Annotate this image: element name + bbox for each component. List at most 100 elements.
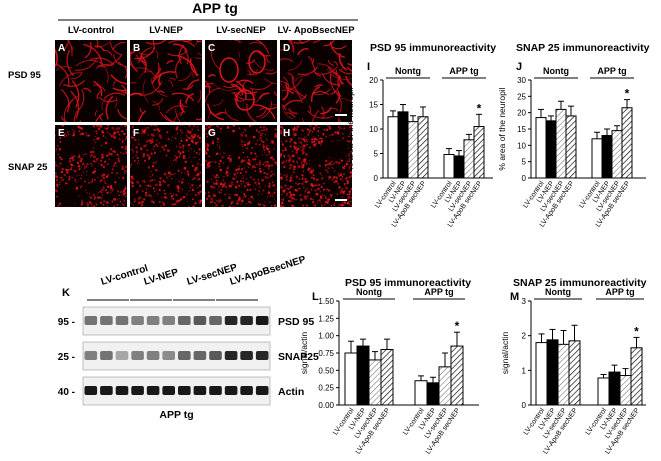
blot-lane-group-label: LV-ApoBsecNEP bbox=[229, 254, 308, 288]
y-tick-label: 3 bbox=[522, 297, 527, 306]
bar bbox=[545, 120, 557, 179]
blot-band bbox=[255, 386, 269, 395]
y-tick-label: 0 bbox=[522, 174, 527, 183]
bar bbox=[597, 377, 610, 406]
y-axis-label: % area of the neuropil bbox=[497, 87, 507, 170]
mw-marker: 95 - bbox=[58, 317, 75, 328]
blot-band bbox=[84, 386, 98, 395]
blot-strip bbox=[82, 306, 271, 336]
blot-band bbox=[240, 316, 253, 325]
blot-band bbox=[162, 386, 175, 395]
bar bbox=[535, 342, 548, 406]
chart-L: PSD 95 immunoreactivity L 0.00 0.25 0.50 0.75… bbox=[299, 277, 479, 456]
blot-band bbox=[178, 316, 191, 325]
blot-band bbox=[193, 386, 207, 395]
bar bbox=[397, 111, 409, 179]
blot-band bbox=[224, 316, 238, 325]
panel-letter: E bbox=[58, 128, 65, 139]
blot-band bbox=[84, 316, 98, 325]
blot-band bbox=[162, 316, 175, 325]
blot-band bbox=[146, 316, 160, 325]
panel-letter: I bbox=[367, 61, 370, 73]
blot-band-label: SNAP25 bbox=[278, 351, 319, 363]
bar bbox=[557, 343, 570, 406]
blot-band bbox=[146, 386, 160, 395]
y-tick-label: 0.50 bbox=[318, 366, 334, 375]
y-tick-label: 5 bbox=[374, 150, 379, 159]
panel-letter: G bbox=[208, 128, 216, 139]
column-label: LV-secNEP bbox=[216, 25, 266, 36]
panel-letter: B bbox=[133, 43, 140, 54]
blot-band bbox=[193, 351, 207, 360]
blot-band bbox=[131, 316, 144, 325]
bar bbox=[555, 108, 567, 179]
blot-band bbox=[131, 351, 144, 360]
group-label: Nontg bbox=[545, 287, 571, 297]
blot-band bbox=[100, 316, 113, 325]
column-label: LV-control bbox=[68, 25, 114, 36]
bar bbox=[344, 352, 358, 406]
y-tick-label: 15 bbox=[369, 101, 378, 110]
y-tick-label: 0.75 bbox=[318, 349, 334, 358]
y-tick-label: 0.25 bbox=[318, 384, 334, 393]
blot-band bbox=[224, 386, 238, 395]
bar bbox=[438, 366, 452, 406]
blot-band bbox=[100, 386, 113, 395]
bar bbox=[535, 117, 547, 179]
panel-letter: F bbox=[133, 128, 139, 139]
panel-letter: J bbox=[516, 61, 522, 73]
micrograph-panel: D bbox=[280, 40, 352, 122]
bar bbox=[356, 345, 370, 406]
blot-band bbox=[209, 351, 222, 360]
micrograph-panel: F bbox=[130, 125, 202, 207]
blot-band bbox=[255, 351, 269, 360]
bar bbox=[546, 339, 559, 406]
y-tick-label: 10 bbox=[369, 125, 378, 134]
chart-M: SNAP 25 immunoreactivity M 0 1 2 3 signal/acti… bbox=[500, 277, 647, 456]
y-tick-label: 25 bbox=[517, 92, 526, 101]
bar bbox=[380, 349, 394, 406]
chart-title: PSD 95 immunoreactivity bbox=[370, 42, 496, 54]
panel-letter: D bbox=[283, 43, 290, 54]
micrograph-panel: G bbox=[205, 125, 277, 207]
panel-letter: H bbox=[283, 128, 290, 139]
significance-marker: * bbox=[625, 87, 630, 101]
bar bbox=[450, 345, 464, 406]
column-label: LV- ApoBsecNEP bbox=[277, 25, 355, 36]
bar bbox=[621, 107, 633, 179]
y-tick-label: 2 bbox=[522, 332, 527, 341]
significance-marker: * bbox=[455, 319, 460, 333]
bar bbox=[453, 155, 465, 179]
blot-band bbox=[115, 386, 129, 395]
bar bbox=[368, 359, 382, 406]
bar bbox=[387, 116, 399, 179]
bar bbox=[630, 347, 643, 406]
blot-band bbox=[240, 351, 253, 360]
chart-title: PSD 95 immunoreactivity bbox=[345, 277, 471, 289]
y-axis-label: signal/actin bbox=[299, 331, 309, 374]
blot-band bbox=[224, 351, 238, 360]
y-tick-label: 0.00 bbox=[318, 401, 334, 410]
y-tick-label: 30 bbox=[517, 76, 526, 85]
blot-band bbox=[178, 351, 191, 360]
blot-band-label: PSD 95 bbox=[278, 316, 314, 328]
blot-band bbox=[162, 351, 175, 360]
y-tick-label: 1.25 bbox=[318, 314, 334, 323]
group-label: Nontg bbox=[543, 66, 569, 76]
blot-lane-group-label: LV-control bbox=[100, 263, 150, 288]
y-tick-label: 1.00 bbox=[318, 332, 334, 341]
y-axis-label: % area of the neuropil bbox=[345, 87, 355, 170]
group-label: APP tg bbox=[605, 287, 634, 297]
group-label: Nontg bbox=[395, 66, 421, 76]
bar bbox=[414, 380, 428, 406]
bar bbox=[443, 153, 455, 179]
y-tick-label: 15 bbox=[517, 125, 526, 134]
bar bbox=[601, 135, 613, 179]
bar bbox=[426, 382, 440, 406]
blot-band bbox=[115, 351, 129, 360]
y-tick-label: 5 bbox=[522, 158, 527, 167]
bar bbox=[611, 130, 623, 179]
bar bbox=[619, 375, 632, 406]
bar bbox=[591, 138, 603, 179]
